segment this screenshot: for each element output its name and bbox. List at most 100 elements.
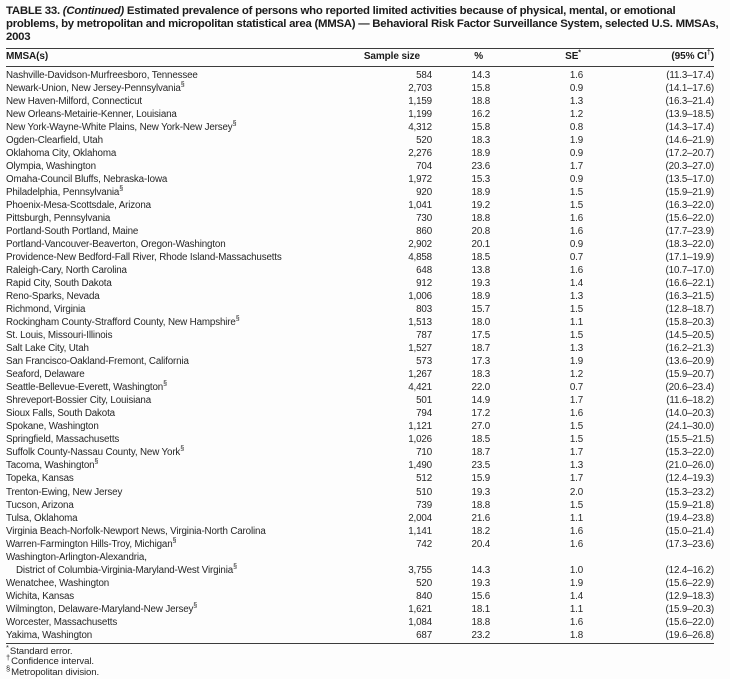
se-value: 1.9	[569, 135, 583, 147]
ci-value: (14.0–20.3)	[665, 408, 715, 420]
sample-size-value: 860	[416, 226, 432, 238]
sample-size-value: 730	[416, 213, 432, 225]
percent-value: 23.6	[471, 161, 491, 173]
mmsa-name: Seattle-Bellevue-Everett, Washington	[6, 382, 164, 394]
se-value: 1.6	[569, 538, 583, 550]
mmsa-name: Tucson, Arizona	[6, 499, 74, 511]
mmsa-name: St. Louis, Missouri-Illinois	[6, 330, 113, 342]
table-row: Spokane, Washington 1,121 27.0 1.5 (24.1…	[6, 420, 714, 433]
mmsa-footnote-marker: §	[232, 120, 237, 128]
table-row: Washington-Arlington-Alexandria, Distric…	[6, 551, 714, 577]
percent-value: 17.2	[471, 408, 491, 420]
footnote-confidence-interval: †Confidence interval.	[6, 653, 94, 668]
percent-value: 18.5	[471, 434, 491, 446]
mmsa-footnote-marker: §	[163, 381, 167, 389]
col-header-se: SE*	[490, 48, 583, 67]
ci-value: (18.3–22.0)	[665, 239, 715, 251]
se-value: 1.5	[569, 200, 583, 212]
sample-size-value: 742	[416, 538, 432, 550]
ci-value: (15.9–21.8)	[665, 499, 715, 511]
mmsa-name-cell: Spokane, Washington	[6, 420, 356, 433]
percent-value: 18.8	[471, 499, 491, 511]
mmsa-name: Pittsburgh, Pennsylvania	[6, 213, 111, 225]
mmsa-name-cell: Tucson, Arizona	[6, 499, 356, 512]
table-row: Olympia, Washington 704 23.6 1.7 (20.3–2…	[6, 160, 714, 173]
ci-value: (11.6–18.2)	[666, 395, 714, 407]
asterisk-marker: *	[6, 642, 9, 652]
mmsa-name-line2: District of Columbia-Virginia-Maryland-W…	[16, 564, 234, 576]
ci-value: (15.6–22.9)	[665, 577, 715, 589]
ci-value: (16.6–22.1)	[665, 278, 715, 290]
table-row: Nashville-Davidson-Murfreesboro, Tenness…	[6, 67, 714, 83]
mmsa-name: Salt Lake City, Utah	[6, 343, 89, 355]
table-row: Seattle-Bellevue-Everett, Washington§ 4,…	[6, 381, 714, 394]
mmsa-name: Spokane, Washington	[6, 421, 99, 433]
sample-size-value: 840	[416, 590, 432, 602]
table-row: Topeka, Kansas 512 15.9 1.7 (12.4–19.3)	[6, 472, 714, 485]
percent-value: 20.8	[471, 226, 491, 238]
percent-value: 15.3	[471, 174, 491, 186]
mmsa-name: Reno-Sparks, Nevada	[6, 291, 100, 303]
percent-value: 18.5	[471, 252, 491, 264]
sample-size-value: 1,513	[408, 317, 432, 329]
mmsa-name: Wilmington, Delaware-Maryland-New Jersey	[6, 603, 194, 615]
table-title: TABLE 33. (Continued) Estimated prevalen…	[0, 0, 730, 48]
footnotes: *Standard error. †Confidence interval. §…	[6, 643, 730, 679]
mmsa-name: Portland-Vancouver-Beaverton, Oregon-Was…	[6, 239, 226, 251]
mmsa-name: Newark-Union, New Jersey-Pennsylvania	[6, 83, 181, 95]
mmsa-name: Yakima, Washington	[6, 629, 93, 641]
sample-size-value: 1,159	[408, 96, 432, 108]
mmsa-name: Omaha-Council Bluffs, Nebraska-Iowa	[6, 174, 168, 186]
sample-size-value: 2,902	[408, 239, 432, 251]
mmsa-name: Springfield, Massachusetts	[6, 434, 120, 446]
sample-size-value: 4,421	[408, 382, 432, 394]
percent-value: 14.9	[471, 395, 491, 407]
ci-value: (20.3–27.0)	[665, 161, 715, 173]
mmsa-name: Sioux Falls, South Dakota	[6, 408, 115, 420]
sample-size-value: 920	[416, 187, 432, 199]
mmsa-name: Tulsa, Oklahoma	[6, 512, 78, 524]
ci-value: (20.6–23.4)	[665, 382, 715, 394]
sample-size-value: 4,312	[408, 122, 432, 134]
sample-size-value: 1,972	[408, 174, 432, 186]
se-value: 1.6	[569, 408, 583, 420]
sample-size-value: 2,004	[408, 512, 432, 524]
percent-value: 19.2	[471, 200, 491, 212]
mmsa-name-cell: Seattle-Bellevue-Everett, Washington§	[6, 381, 356, 394]
ci-value: (15.9–21.9)	[665, 187, 715, 199]
se-value: 1.5	[569, 187, 583, 199]
sample-size-value: 3,755	[408, 564, 432, 576]
mmsa-name: Wenatchee, Washington	[6, 577, 110, 589]
footnote-metropolitan-division: §Metropolitan division.	[6, 664, 100, 679]
table-row: Tulsa, Oklahoma 2,004 21.6 1.1 (19.4–23.…	[6, 512, 714, 525]
table-row: Reno-Sparks, Nevada 1,006 18.9 1.3 (16.3…	[6, 290, 714, 303]
sample-size-value: 584	[416, 70, 432, 81]
se-value: 1.6	[569, 265, 583, 277]
mmsa-name-cell: Shreveport-Bossier City, Louisiana	[6, 394, 356, 407]
table-row: Virginia Beach-Norfolk-Newport News, Vir…	[6, 525, 714, 538]
ci-value: (16.3–22.0)	[665, 200, 715, 212]
percent-value: 18.8	[471, 616, 491, 628]
percent-value: 13.8	[471, 265, 491, 277]
se-value: 1.3	[569, 343, 583, 355]
se-value: 1.4	[569, 590, 583, 602]
sample-size-value: 787	[416, 330, 432, 342]
ci-value: (15.6–22.0)	[665, 616, 715, 628]
sample-size-value: 794	[416, 408, 432, 420]
percent-value: 18.9	[471, 291, 491, 303]
table-row: Salt Lake City, Utah 1,527 18.7 1.3 (16.…	[6, 342, 714, 355]
table-row: Oklahoma City, Oklahoma 2,276 18.9 0.9 (…	[6, 147, 714, 160]
ci-value: (16.3–21.4)	[665, 96, 715, 108]
mmsa-name: Warren-Farmington Hills-Troy, Michigan	[6, 538, 173, 550]
sample-size-value: 501	[416, 395, 432, 407]
mmsa-name: New Orleans-Metairie-Kenner, Louisiana	[6, 109, 177, 121]
sample-size-value: 912	[416, 278, 432, 290]
percent-value: 18.0	[471, 317, 491, 329]
table-row: Tacoma, Washington§ 1,490 23.5 1.3 (21.0…	[6, 459, 714, 472]
mmsa-name-cell: Washington-Arlington-Alexandria, Distric…	[6, 551, 356, 577]
mmsa-name-cell: Nashville-Davidson-Murfreesboro, Tenness…	[6, 67, 356, 83]
sample-size-value: 1,006	[408, 291, 432, 303]
mmsa-footnote-marker: §	[94, 459, 99, 467]
mmsa-name-cell: Warren-Farmington Hills-Troy, Michigan§	[6, 537, 356, 551]
se-value: 1.6	[569, 213, 583, 225]
